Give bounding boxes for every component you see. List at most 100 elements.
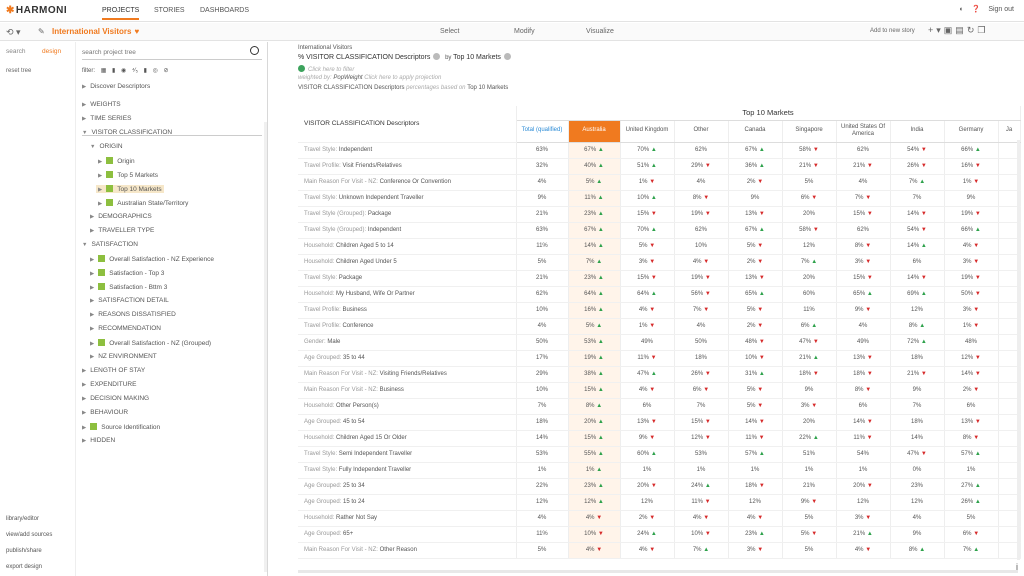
- table-row[interactable]: Travel Style: Semi Independent Traveller…: [298, 446, 1021, 463]
- table-row[interactable]: Travel Style (Grouped): Independent 63% 67…: [298, 222, 1021, 239]
- table-cell[interactable]: 66% ▲: [944, 142, 999, 159]
- table-cell[interactable]: 23% ▲: [728, 526, 783, 543]
- table-cell[interactable]: 20% ▲: [568, 414, 621, 431]
- table-cell[interactable]: 12%: [516, 494, 569, 511]
- table-cell[interactable]: 12%: [728, 494, 783, 511]
- tree-node-reasons-dissatisfied[interactable]: ▶ REASONS DISSATISFIED: [90, 311, 176, 318]
- table-cell[interactable]: 9% ▼: [620, 430, 675, 447]
- table-cell[interactable]: 4% ▼: [568, 510, 621, 527]
- table-cell[interactable]: 2% ▼: [728, 174, 783, 191]
- tree-node-expenditure[interactable]: ▶ EXPENDITURE: [82, 381, 137, 388]
- table-cell[interactable]: 9% ▼: [782, 494, 837, 511]
- column-header-total[interactable]: Total (qualified): [516, 120, 569, 143]
- filter-hint[interactable]: Click here to filter: [298, 65, 354, 73]
- table-cell[interactable]: 20% ▼: [836, 478, 891, 495]
- table-cell[interactable]: 6%: [890, 254, 945, 271]
- table-cell[interactable]: 4%: [836, 318, 891, 335]
- table-cell[interactable]: 8% ▼: [836, 382, 891, 399]
- table-cell[interactable]: 7% ▲: [782, 254, 837, 271]
- table-cell[interactable]: 10% ▲: [620, 190, 675, 207]
- row-label[interactable]: Travel Style: Independent: [298, 142, 517, 159]
- table-cell[interactable]: 5% ▲: [568, 174, 621, 191]
- tree-node-origin[interactable]: ▶ Origin: [98, 157, 135, 165]
- table-cell[interactable]: 58% ▼: [782, 222, 837, 239]
- tree-node-australian-state[interactable]: ▶ Australian State/Territory: [98, 199, 189, 207]
- table-row[interactable]: Household: My Husband, Wife Or Partner 62…: [298, 286, 1021, 303]
- column-header-japan[interactable]: Ja: [998, 120, 1021, 143]
- add-icon[interactable]: +▾: [928, 25, 944, 35]
- add-to-new-story-button[interactable]: Add to new story: [870, 28, 915, 34]
- table-cell[interactable]: 11% ▲: [568, 190, 621, 207]
- table-cell[interactable]: 21% ▼: [836, 158, 891, 175]
- table-cell[interactable]: 18% ▼: [836, 366, 891, 383]
- table-cell[interactable]: 57% ▲: [944, 446, 999, 463]
- tree-node-top-5-markets[interactable]: ▶ Top 5 Markets: [98, 171, 159, 179]
- tree-node-nz-environment[interactable]: ▶ NZ ENVIRONMENT: [90, 353, 157, 360]
- table-cell[interactable]: 3% ▼: [944, 302, 999, 319]
- tree-node-recommendation[interactable]: ▶ RECOMMENDATION: [90, 325, 161, 332]
- table-cell[interactable]: 5%: [782, 510, 837, 527]
- table-cell[interactable]: 4% ▼: [944, 238, 999, 255]
- row-label[interactable]: Gender: Male: [298, 334, 517, 351]
- table-row[interactable]: Age Grouped: 25 to 34 22% 23% ▲ 20% ▼ 24% ▲ 1…: [298, 478, 1021, 495]
- table-cell[interactable]: 15% ▼: [620, 206, 675, 223]
- table-cell[interactable]: 7% ▲: [890, 174, 945, 191]
- row-label[interactable]: Travel Profile: Visit Friends/Relatives: [298, 158, 517, 175]
- table-cell[interactable]: 7%: [674, 398, 729, 415]
- table-cell[interactable]: 4% ▼: [836, 542, 891, 559]
- row-label[interactable]: Age Grouped: 35 to 44: [298, 350, 517, 367]
- table-cell[interactable]: 47% ▼: [782, 334, 837, 351]
- row-label[interactable]: Main Reason For Visit - NZ: Other Reason: [298, 542, 517, 559]
- table-cell[interactable]: 11%: [782, 302, 837, 319]
- table-cell[interactable]: 1% ▼: [944, 318, 999, 335]
- table-cell[interactable]: 13% ▼: [944, 414, 999, 431]
- table-cell[interactable]: 14% ▲: [568, 238, 621, 255]
- table-cell[interactable]: 3% ▼: [836, 510, 891, 527]
- row-label[interactable]: Main Reason For Visit - NZ: Conference O…: [298, 174, 517, 191]
- table-cell[interactable]: 12%: [620, 494, 675, 511]
- table-cell[interactable]: 14% ▲: [890, 238, 945, 255]
- table-cell[interactable]: 11% ▼: [674, 494, 729, 511]
- column-header-australia[interactable]: Australia: [568, 120, 621, 143]
- table-cell[interactable]: 9%: [782, 382, 837, 399]
- table-cell[interactable]: 2% ▼: [728, 318, 783, 335]
- table-cell[interactable]: 21% ▲: [836, 526, 891, 543]
- table-cell[interactable]: 31% ▲: [728, 366, 783, 383]
- table-cell[interactable]: 18%: [890, 350, 945, 367]
- table-cell[interactable]: 48%: [944, 334, 999, 351]
- table-cell[interactable]: 5%: [782, 542, 837, 559]
- table-cell[interactable]: 48% ▼: [728, 334, 783, 351]
- column-header-germany[interactable]: Germany: [944, 120, 999, 143]
- search-project-tree-input[interactable]: [82, 46, 262, 60]
- table-row[interactable]: Age Grouped: 15 to 24 12% 12% ▲ 12% 11% ▼ 12%…: [298, 494, 1021, 511]
- tree-node-visitor-classification[interactable]: ▼ VISITOR CLASSIFICATION: [82, 129, 173, 136]
- table-cell[interactable]: 7%: [890, 190, 945, 207]
- table-cell[interactable]: 12% ▼: [674, 430, 729, 447]
- table-cell[interactable]: 51% ▲: [620, 158, 675, 175]
- table-cell[interactable]: 57% ▲: [728, 446, 783, 463]
- table-cell[interactable]: 1%: [944, 462, 999, 479]
- column-header-usa[interactable]: United States Of America: [836, 120, 891, 143]
- table-cell[interactable]: 63%: [516, 142, 569, 159]
- table-cell[interactable]: 62%: [674, 142, 729, 159]
- column-variable-chip[interactable]: Top 10 Markets: [453, 54, 501, 61]
- tree-node-satisfaction-bttm-3[interactable]: ▶ Satisfaction - Bttm 3: [90, 283, 168, 291]
- table-cell[interactable]: 6% ▼: [944, 526, 999, 543]
- table-cell[interactable]: 54%: [836, 446, 891, 463]
- row-label[interactable]: Household: Rather Not Say: [298, 510, 517, 527]
- row-label[interactable]: Travel Style: Fully Independent Travelle…: [298, 462, 517, 479]
- reset-tree-link[interactable]: reset tree: [6, 68, 32, 74]
- projection-hint[interactable]: Click here to apply projection: [364, 75, 442, 81]
- table-row[interactable]: Travel Style: Fully Independent Travelle…: [298, 462, 1021, 479]
- table-cell[interactable]: 5%: [782, 174, 837, 191]
- table-cell[interactable]: 6%: [620, 398, 675, 415]
- table-cell[interactable]: 12% ▲: [568, 494, 621, 511]
- table-cell[interactable]: 20% ▼: [620, 478, 675, 495]
- table-row[interactable]: Travel Profile: Business 10% 16% ▲ 4% ▼ 7% ▼…: [298, 302, 1021, 319]
- table-cell[interactable]: 70% ▲: [620, 142, 675, 159]
- tree-node-satisfaction-top-3[interactable]: ▶ Satisfaction - Top 3: [90, 269, 165, 277]
- table-cell[interactable]: 6%: [836, 398, 891, 415]
- eye-filter-icon[interactable]: ◎: [152, 68, 158, 74]
- tree-node-satisfaction[interactable]: ▼ SATISFACTION: [82, 241, 138, 248]
- table-cell[interactable]: 62%: [674, 222, 729, 239]
